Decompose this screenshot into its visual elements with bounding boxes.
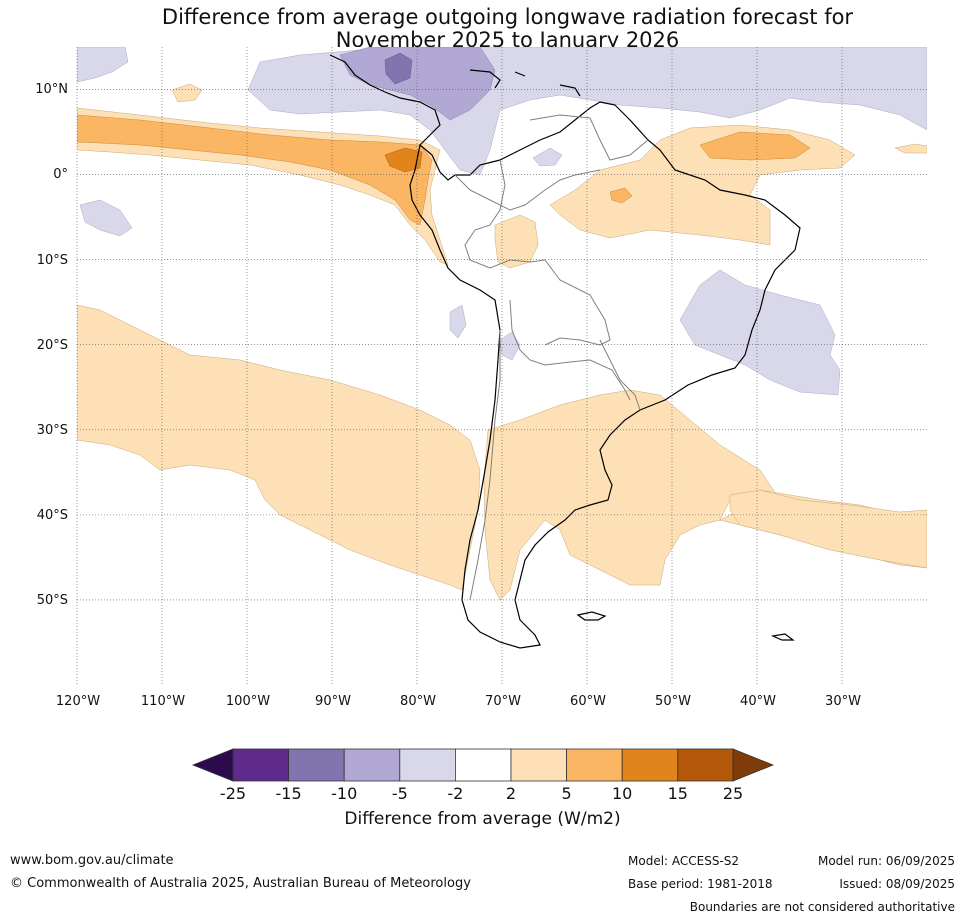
colorbar-segment-neg2-2 [454,748,512,782]
anomaly-region-neg-light-pacific-west [79,199,133,237]
footer-base-period: Base period: 1981-2018 [628,877,773,891]
footer-model-run: Model run: 06/09/2025 [817,854,955,868]
colorbar-tick: -25 [219,784,247,803]
anomaly-region-pos-medium-coast [609,187,633,204]
lon-label-50w: 50°W [655,694,691,709]
colorbar-tick: 10 [612,784,633,803]
anomaly-region-neg-light-small-venezuela [532,147,563,167]
footer-issued: Issued: 08/09/2025 [839,877,955,891]
coastlines [329,54,801,649]
colorbar-tick: 15 [667,784,688,803]
colorbar-tick: -10 [331,784,358,803]
footer-url-link[interactable]: www.bom.gov.au/climate [10,853,174,868]
anomaly-region-pos-strong-pacific [384,147,423,173]
lon-label-80w: 80°W [400,694,436,709]
colorbar-segment-neg5-neg2 [399,748,456,782]
lon-label-120w: 120°W [55,694,101,709]
map-title-line1: Difference from average outgoing longwav… [161,5,854,29]
lat-label-20s: 20°S [36,338,68,353]
colorbar-tick: 5 [561,784,572,803]
map-title-line2: November 2025 to January 2026 [335,28,680,52]
lon-label-110w: 110°W [140,694,186,709]
coastline-caribbean-islands [469,69,581,97]
colorbar-segment-10-15 [621,748,679,782]
lon-label-70w: 70°W [485,694,521,709]
colorbar-segment-neg10-neg5 [343,748,401,782]
anomaly-region-neg-light-bolivia [499,331,521,361]
colorbar-segment-2-5 [510,748,567,782]
coastline-falklands [576,611,607,621]
colorbar-segment-neg25-neg15 [232,748,289,782]
footer-copyright: © Commonwealth of Australia 2025, Austra… [10,876,471,891]
coastline-south-georgia [770,633,795,641]
lon-label-60w: 60°W [570,694,606,709]
colorbar-tick: -15 [275,784,302,803]
lat-label-40s: 40°S [36,508,68,523]
colorbar-arrow-low [191,748,234,782]
lat-label-30s: 30°S [36,423,68,438]
gridlines [76,47,927,685]
colorbar [191,748,775,782]
footer-boundaries-note: Boundaries are not considered authoritat… [689,900,955,914]
lon-label-40w: 40°W [740,694,776,709]
anomaly-region-pos-medium-pacific [77,114,433,226]
colorbar-tick: 2 [505,784,517,803]
anomaly-region-neg-light-brazil-east [679,269,841,396]
lon-label-100w: 100°W [225,694,271,709]
lon-label-90w: 90°W [315,694,351,709]
coastline-south-america [409,101,801,649]
lon-label-30w: 30°W [825,694,861,709]
colorbar-tick: -2 [447,784,464,803]
colorbar-label: Difference from average (W/m2) [344,809,621,829]
anomaly-region-neg-light-nw [77,47,129,83]
footer-model: Model: ACCESS-S2 [628,854,740,868]
colorbar-segment-neg15-neg10 [288,748,345,782]
colorbar-segment-5-10 [566,748,623,782]
anomaly-region-pos-light-atlantic-south [483,389,927,601]
anomaly-region-pos-light-atlantic-east [729,489,927,569]
anomaly-region-pos-light-small-1 [171,83,203,103]
colorbar-segment-15-25 [677,748,734,782]
anomaly-region-pos-medium-brazil [699,131,811,161]
lat-label-10n: 10°N [35,82,68,97]
coastline-central-america [329,54,441,146]
lat-label-50s: 50°S [36,593,68,608]
lat-label-10s: 10°S [36,253,68,268]
country-borders [454,114,649,601]
colorbar-tick: 25 [722,784,744,803]
lat-label-0: 0° [53,167,68,182]
anomaly-region-pos-light-small-2 [894,143,927,154]
anomaly-region-neg-light-andes [449,304,467,339]
anomaly-region-pos-light-pacific-south [77,304,481,591]
colorbar-arrow-high [732,748,775,782]
colorbar-tick: -5 [391,784,408,803]
anomaly-region-neg-strong-central-america [384,52,413,85]
